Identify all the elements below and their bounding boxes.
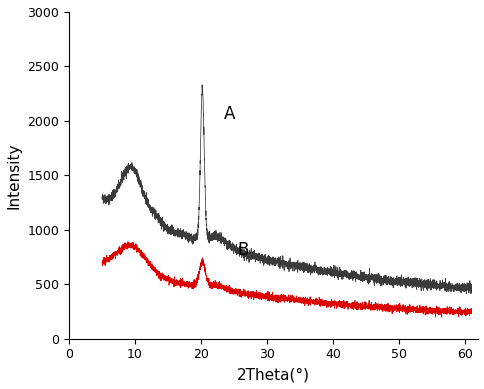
X-axis label: 2Theta(°): 2Theta(°): [237, 367, 309, 382]
Text: A: A: [224, 105, 235, 123]
Text: B: B: [237, 241, 248, 259]
Y-axis label: Intensity: Intensity: [7, 142, 22, 209]
